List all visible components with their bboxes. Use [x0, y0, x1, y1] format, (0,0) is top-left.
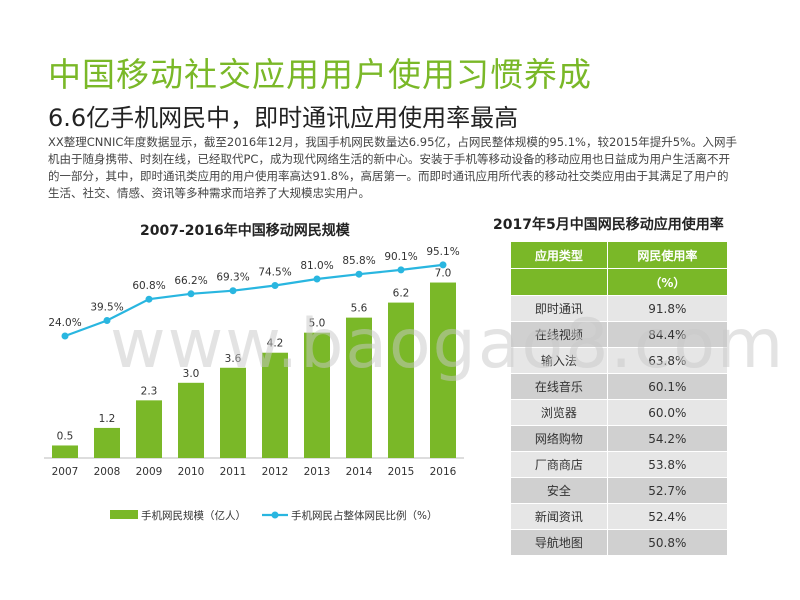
- line-point: [439, 261, 447, 269]
- table-row: 在线视频 84.4%: [510, 321, 729, 348]
- chart-title: 2007-2016年中国移动网民规模: [140, 223, 350, 239]
- table-header-row: 应用类型 网民使用率: [510, 241, 729, 269]
- legend-line-marker: [271, 511, 279, 519]
- usage-rate-cell: 84.4%: [606, 321, 729, 348]
- usage-rate-cell: 52.7%: [606, 477, 729, 504]
- line-label: 90.1%: [384, 251, 417, 263]
- table-row: 即时通讯 91.8%: [510, 295, 729, 322]
- table-row: 厂商商店 53.8%: [510, 451, 729, 478]
- usage-rate-cell: 54.2%: [606, 425, 729, 452]
- table-row: 在线音乐 60.1%: [510, 373, 729, 400]
- bar-label: 3.0: [183, 368, 200, 380]
- line-label: 81.0%: [300, 260, 333, 272]
- table-row: 浏览器 60.0%: [510, 399, 729, 426]
- usage-rate-cell: 53.8%: [606, 451, 729, 478]
- bar: [94, 427, 120, 458]
- app-name-cell: 输入法: [510, 347, 608, 374]
- app-name-cell: 在线音乐: [510, 373, 608, 400]
- usage-rate-cell: 63.8%: [606, 347, 729, 374]
- bar-label: 0.5: [57, 430, 74, 442]
- bar-label: 5.6: [351, 303, 368, 315]
- legend-line-label: 手机网民占整体网民比例（%）: [291, 509, 437, 522]
- bar-label: 2.3: [141, 385, 158, 397]
- usage-rate-cell: 60.0%: [606, 399, 729, 426]
- bar: [52, 445, 78, 458]
- app-name-cell: 厂商商店: [510, 451, 608, 478]
- page-title: 中国移动社交应用用户使用习惯养成: [48, 55, 592, 94]
- line-label: 85.8%: [342, 255, 375, 267]
- header-usage-rate: 网民使用率: [606, 241, 729, 269]
- x-tick-label: 2011: [220, 466, 247, 478]
- legend-bar-label: 手机网民规模（亿人）: [141, 509, 246, 522]
- usage-rate-cell: 50.8%: [606, 529, 729, 556]
- x-tick-label: 2009: [136, 466, 163, 478]
- line-point: [271, 282, 279, 289]
- bar: [220, 367, 246, 458]
- table-row: 输入法 63.8%: [510, 347, 729, 374]
- line-point: [61, 332, 69, 340]
- line-point: [145, 295, 153, 303]
- x-tick-label: 2016: [430, 466, 457, 478]
- line-point: [103, 317, 111, 324]
- app-name-cell: 即时通讯: [510, 295, 608, 322]
- line-point: [355, 270, 363, 278]
- app-name-cell: 导航地图: [510, 529, 608, 556]
- bar-label: 6.2: [393, 288, 410, 300]
- x-tick-label: 2013: [304, 466, 331, 478]
- mobile-users-chart: 0.5 2007 1.2 2008 2.3 2009 3.0 2010 3.6 2011 4.2 20…: [44, 246, 464, 522]
- app-usage-table: 应用类型 网民使用率 （%） 即时通讯 91.8% 在线视频 84.4% 输入法 63.8…: [510, 241, 729, 556]
- header-app-type: 应用类型: [510, 241, 608, 269]
- bar: [388, 302, 414, 458]
- app-name-cell: 新闻资讯: [510, 503, 608, 530]
- line-point: [397, 266, 405, 274]
- x-tick-label: 2007: [52, 466, 79, 478]
- intro-paragraph: XX整理CNNIC年度数据显示，截至2016年12月，我国手机网民数量达6.95…: [48, 135, 737, 200]
- bar-label: 3.6: [225, 353, 242, 365]
- table-row: 网络购物 54.2%: [510, 425, 729, 452]
- bar: [304, 332, 330, 458]
- line-label: 39.5%: [90, 302, 123, 314]
- header-unit: （%）: [606, 268, 729, 296]
- line-point: [229, 287, 237, 295]
- app-name-cell: 浏览器: [510, 399, 608, 426]
- usage-rate-cell: 60.1%: [606, 373, 729, 400]
- line-label: 95.1%: [426, 246, 459, 258]
- usage-rate-cell: 52.4%: [606, 503, 729, 530]
- line-label: 69.3%: [216, 272, 249, 284]
- bar-label: 5.0: [309, 318, 326, 330]
- bar: [262, 352, 288, 458]
- x-tick-label: 2010: [178, 466, 205, 478]
- legend-bar-swatch: [110, 510, 138, 519]
- line-point: [187, 290, 195, 298]
- table-row: 导航地图 50.8%: [510, 529, 729, 556]
- bar-label: 7.0: [435, 268, 452, 280]
- usage-rate-cell: 91.8%: [606, 295, 729, 322]
- table-title: 2017年5月中国网民移动应用使用率: [493, 217, 724, 233]
- table-row: 新闻资讯 52.4%: [510, 503, 729, 530]
- bar-label: 4.2: [267, 338, 284, 350]
- header-empty: [510, 268, 608, 296]
- table-row: 安全 52.7%: [510, 477, 729, 504]
- bar: [136, 400, 162, 458]
- page-subtitle: 6.6亿手机网民中，即时通讯应用使用率最高: [48, 104, 519, 132]
- x-tick-label: 2014: [346, 466, 373, 478]
- line-label: 66.2%: [174, 275, 207, 287]
- app-name-cell: 网络购物: [510, 425, 608, 452]
- app-name-cell: 安全: [510, 477, 608, 504]
- app-name-cell: 在线视频: [510, 321, 608, 348]
- bar: [430, 282, 456, 458]
- bar: [346, 317, 372, 458]
- line-label: 24.0%: [48, 317, 81, 329]
- line-label: 74.5%: [258, 267, 291, 279]
- table-header-unit-row: （%）: [510, 268, 729, 296]
- x-tick-label: 2008: [94, 466, 121, 478]
- line-point: [313, 275, 321, 283]
- line-series: [64, 263, 444, 338]
- bar: [178, 382, 204, 458]
- x-tick-label: 2012: [262, 466, 289, 478]
- bar-label: 1.2: [99, 413, 116, 425]
- line-label: 60.8%: [132, 280, 165, 292]
- x-tick-label: 2015: [388, 466, 415, 478]
